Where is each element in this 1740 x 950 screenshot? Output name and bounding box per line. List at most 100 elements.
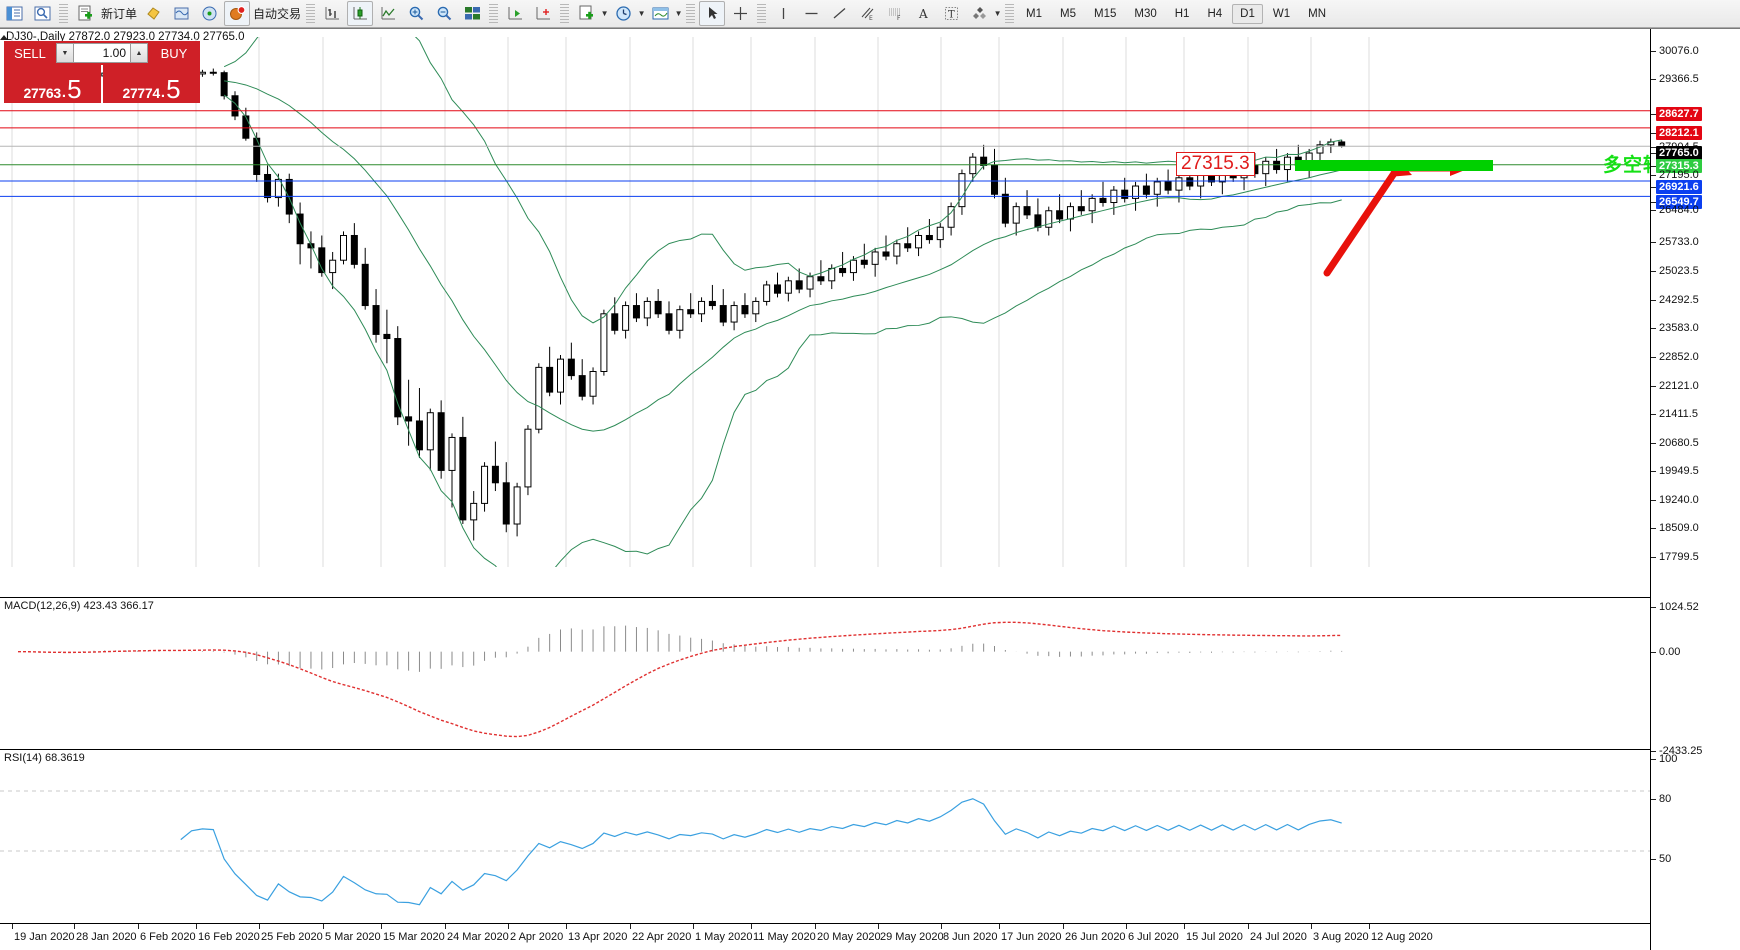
- candle-body: [774, 284, 781, 294]
- bar-chart-icon[interactable]: [319, 1, 345, 26]
- chart-shift-icon[interactable]: [502, 1, 528, 26]
- terminal-icon[interactable]: [1, 1, 27, 26]
- candle-body: [622, 305, 630, 331]
- fibonacci-icon[interactable]: F: [882, 1, 908, 26]
- signals-icon[interactable]: [196, 1, 222, 26]
- timeframe-m15[interactable]: M15: [1094, 7, 1117, 20]
- text-label-icon[interactable]: A: [910, 1, 936, 26]
- bollinger-band-line: [223, 37, 1342, 324]
- vertical-line-icon[interactable]: [770, 1, 796, 26]
- volume-increase-button[interactable]: ▲: [130, 43, 148, 63]
- candle-body: [546, 366, 554, 393]
- timeframe-m1[interactable]: M1: [1026, 7, 1043, 20]
- candle-body: [1077, 206, 1085, 212]
- cursor-icon[interactable]: [699, 1, 726, 26]
- candle-body: [947, 206, 955, 228]
- crosshair-icon[interactable]: [727, 1, 753, 26]
- price-tick-label: 30076.0: [1659, 45, 1699, 57]
- horizontal-line-icon[interactable]: [798, 1, 824, 26]
- timeframe-w1[interactable]: W1: [1272, 7, 1291, 20]
- volume-decrease-button[interactable]: ▼: [56, 43, 74, 63]
- candle-body: [1186, 177, 1194, 187]
- line-chart-icon[interactable]: [375, 1, 401, 26]
- candle-body: [632, 305, 640, 319]
- autotrading-icon[interactable]: [224, 1, 251, 26]
- candle-body: [1066, 206, 1074, 220]
- date-tick-label: 26 Jun 2020: [1065, 931, 1126, 943]
- candle-body: [329, 259, 337, 274]
- templates-icon[interactable]: [647, 1, 673, 26]
- timeframe-m30[interactable]: M30: [1134, 7, 1157, 20]
- templates-chevron-down-icon[interactable]: ▼: [674, 9, 683, 18]
- zoom-out-icon[interactable]: [431, 1, 457, 26]
- date-tick: [381, 924, 382, 929]
- date-tick-label: 15 Mar 2020: [383, 931, 445, 943]
- add-indicator-icon[interactable]: [573, 1, 599, 26]
- chart-window[interactable]: DJ30-,Daily 27872.0 27923.0 27734.0 2776…: [0, 28, 1740, 950]
- macd-label: MACD(12,26,9) 423.43 366.17: [4, 600, 154, 612]
- date-tick-label: 6 Feb 2020: [140, 931, 196, 943]
- one-click-trading-panel[interactable]: SELL ▼ 1.00 ▲ BUY 27763 . 5 27774 . 5: [4, 41, 200, 103]
- candle-body: [481, 465, 489, 504]
- trendline-icon[interactable]: [826, 1, 852, 26]
- volume-input[interactable]: 1.00: [74, 43, 130, 63]
- shapes-icon[interactable]: [966, 1, 992, 26]
- data-window-icon[interactable]: [29, 1, 55, 26]
- date-tick-label: 16 Feb 2020: [198, 931, 260, 943]
- buy-button[interactable]: BUY: [148, 41, 200, 65]
- timeframe-mn[interactable]: MN: [1308, 7, 1326, 20]
- candle-body: [198, 71, 206, 75]
- autotrading-label[interactable]: 自动交易: [253, 7, 302, 21]
- date-tick: [138, 924, 139, 929]
- timeframe-m5[interactable]: M5: [1060, 7, 1076, 20]
- candle-body: [340, 234, 347, 261]
- metaeditor-icon[interactable]: [140, 1, 166, 26]
- date-tick-label: 13 Apr 2020: [568, 931, 628, 943]
- date-tick-label: 12 Aug 2020: [1371, 931, 1433, 943]
- candle-body: [763, 284, 771, 302]
- price-scale[interactable]: 30076.029366.528627.728212.127904.527765…: [1650, 29, 1740, 950]
- zoom-in-icon[interactable]: [403, 1, 429, 26]
- add-indicator-chevron-down-icon[interactable]: ▼: [600, 9, 609, 18]
- buy-price-display[interactable]: 27774 . 5: [103, 65, 200, 103]
- new-order-label[interactable]: 新订单: [101, 7, 138, 21]
- sell-price-display[interactable]: 27763 . 5: [4, 65, 101, 103]
- new-order-icon[interactable]: [72, 1, 98, 26]
- candle-body: [448, 436, 456, 471]
- macd-pane[interactable]: MACD(12,26,9) 423.43 366.17: [0, 597, 1650, 749]
- timeframe-chevron-down-icon[interactable]: ▼: [637, 9, 646, 18]
- candle-body: [459, 436, 467, 521]
- tile-windows-icon[interactable]: [459, 1, 485, 26]
- timeframe-clock-icon[interactable]: [610, 1, 636, 26]
- price-tick: [1651, 500, 1656, 501]
- date-tick: [999, 924, 1000, 929]
- candle-body: [535, 366, 543, 430]
- candle-body: [1338, 141, 1346, 147]
- shapes-chevron-down-icon[interactable]: ▼: [993, 9, 1002, 18]
- candle-body: [470, 502, 478, 521]
- date-tick-label: 19 Jan 2020: [14, 931, 75, 943]
- timeframe-d1[interactable]: D1: [1232, 3, 1263, 24]
- candle-body: [882, 251, 890, 257]
- date-scale[interactable]: 19 Jan 2020 28 Jan 2020 6 Feb 2020 16 Feb 2…: [0, 923, 1650, 950]
- toolbar-separator: [757, 3, 767, 24]
- price-tick-label: 27195.0: [1659, 169, 1699, 181]
- timeframe-h4[interactable]: H4: [1207, 7, 1223, 20]
- date-tick-label: 1 May 2020: [695, 931, 753, 943]
- candlestick-chart-icon[interactable]: [347, 1, 374, 26]
- rsi-pane[interactable]: RSI(14) 68.3619: [0, 749, 1650, 925]
- candle-body: [415, 420, 423, 451]
- chart-autoscroll-icon[interactable]: [530, 1, 556, 26]
- text-object-icon[interactable]: T: [938, 1, 964, 26]
- equidistant-channel-icon[interactable]: E: [854, 1, 880, 26]
- price-chart-canvas[interactable]: [0, 37, 1650, 567]
- sell-button[interactable]: SELL: [4, 41, 56, 65]
- rsi-tick: [1651, 859, 1656, 860]
- chart-collapse-triangle-icon[interactable]: [0, 35, 8, 40]
- volume-field-group[interactable]: ▼ 1.00 ▲: [56, 41, 148, 65]
- price-tick-label: 21411.5: [1659, 408, 1698, 420]
- toolbar-separator: [686, 3, 696, 24]
- candle-body: [1273, 160, 1281, 171]
- timeframe-h1[interactable]: H1: [1174, 7, 1190, 20]
- market-icon[interactable]: [168, 1, 194, 26]
